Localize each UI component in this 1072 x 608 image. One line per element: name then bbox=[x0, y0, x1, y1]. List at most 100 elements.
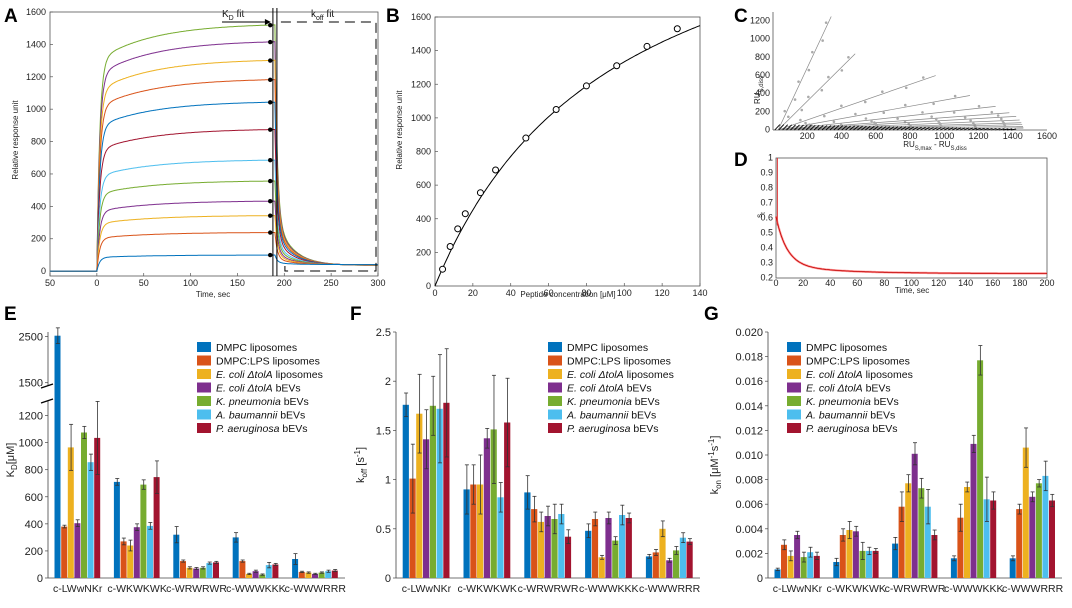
panel-e-bar bbox=[206, 563, 213, 578]
panel-e-bar bbox=[298, 571, 305, 578]
panel-c-scatter: RUS,diss RUS,max - RUS,diss 200 400 600 800… bbox=[750, 12, 1057, 152]
panel-g-ytick-label: 0.008 bbox=[735, 475, 763, 487]
panel-b-data-point bbox=[552, 105, 560, 113]
panel-b-ytick-label: 200 bbox=[416, 247, 431, 257]
panel-e-ytick-label: 400 bbox=[25, 519, 43, 531]
panel-c-data-point bbox=[921, 111, 924, 114]
panel-g-bar bbox=[1009, 558, 1016, 578]
panel-c-ytick-label: 800 bbox=[755, 52, 770, 62]
panel-f-bar bbox=[605, 518, 612, 578]
panel-d-st-line bbox=[775, 216, 1047, 274]
panel-e-legend-label: P. aeruginosa bEVs bbox=[216, 423, 307, 435]
panel-c-data-point bbox=[1003, 124, 1007, 128]
panel-b-ytick-label: 1000 bbox=[411, 113, 431, 123]
panel-g-bar bbox=[781, 544, 787, 578]
panel-g-ytick-label: 0.004 bbox=[735, 524, 763, 536]
panel-letter-e: E bbox=[4, 304, 17, 325]
panel-d-xtick-label: 200 bbox=[1039, 278, 1054, 288]
panel-b-xtick-label: 20 bbox=[468, 288, 478, 298]
panel-e-bar bbox=[94, 437, 101, 578]
panel-e-ytick-label: 1000 bbox=[19, 438, 43, 450]
panel-f-bar bbox=[679, 537, 686, 578]
panel-c-data-point bbox=[1000, 117, 1003, 121]
panel-b-xtick-label: 120 bbox=[655, 288, 670, 298]
panel-f-legend-swatch bbox=[548, 382, 562, 393]
panel-e-bar bbox=[331, 570, 338, 578]
panel-f-ytick-label: 2 bbox=[385, 376, 391, 388]
panel-a-ytick-label: 1000 bbox=[26, 104, 46, 114]
panel-d-ytick-label: 0.2 bbox=[760, 273, 773, 283]
panel-f-legend-swatch bbox=[548, 369, 562, 379]
panel-a-series-line bbox=[50, 254, 378, 272]
panel-e-legend-label: E. coli ΔtolA bEVs bbox=[216, 383, 301, 395]
panel-f-bar bbox=[652, 552, 659, 578]
panel-f-bar bbox=[443, 402, 450, 578]
panel-letter-a: A bbox=[4, 6, 18, 27]
panel-e-axis-break-mark bbox=[40, 383, 54, 389]
panel-a-xtick-label: 50 bbox=[45, 278, 55, 288]
panel-e-bar bbox=[127, 545, 134, 578]
panel-f-legend-label: P. aeruginosa bEVs bbox=[567, 423, 658, 435]
panel-a-xlabel: Time, sec bbox=[196, 290, 230, 299]
panel-g-ytick-label: 0.014 bbox=[735, 401, 763, 413]
panel-c-data-point bbox=[840, 69, 844, 72]
panel-e-axis-break-gap bbox=[40, 386, 54, 401]
panel-g-bar bbox=[931, 535, 938, 578]
panel-d-ytick-label: 0.4 bbox=[760, 243, 773, 253]
panel-e-bar bbox=[252, 571, 259, 578]
panel-f-bar bbox=[585, 530, 592, 578]
panel-e-bar bbox=[67, 447, 74, 578]
panel-e-legend-swatch bbox=[197, 355, 211, 366]
panel-g-bar bbox=[990, 500, 997, 578]
panel-e-category-label: c-WKWKWK bbox=[107, 583, 167, 595]
panel-g-bar bbox=[911, 453, 918, 578]
panel-d-ytick-label: 0.8 bbox=[760, 183, 773, 193]
panel-d-xlabel: Time, sec bbox=[895, 286, 929, 295]
panel-c-data-point bbox=[953, 94, 957, 98]
panel-e-bar bbox=[120, 541, 127, 578]
panel-g-legend-label: A. baumannii bEVs bbox=[805, 410, 895, 422]
panel-g-bar bbox=[957, 517, 964, 578]
panel-a-kd-arrow-head bbox=[264, 19, 271, 25]
panel-c-data-point bbox=[787, 115, 790, 119]
panel-letter-d: D bbox=[734, 150, 748, 171]
panel-e-bar bbox=[140, 484, 147, 578]
panel-e-kd-bars: KD[μM] c-LWwNKr c-WKWKWK c-WRWRWR c-WWWKKK c… bbox=[5, 327, 346, 595]
panel-b-data-point bbox=[522, 134, 530, 142]
panel-g-ytick-label: 0.012 bbox=[735, 425, 763, 437]
panel-b-fit-curve bbox=[434, 25, 701, 287]
panel-a-fit-point bbox=[268, 213, 273, 218]
panel-e-bar bbox=[312, 573, 318, 578]
panel-a-koff-dashed-box bbox=[280, 21, 377, 272]
panel-a-fit-point bbox=[268, 158, 273, 163]
panel-g-ytick-label: 0.018 bbox=[735, 352, 763, 364]
panel-c-fit-line bbox=[778, 119, 1020, 131]
panel-d-ytick-label: 0.6 bbox=[760, 213, 773, 223]
panel-c-xtick-label: 600 bbox=[868, 131, 883, 141]
panel-c-ytick-label: 600 bbox=[755, 70, 770, 80]
panel-e-bar bbox=[246, 573, 252, 578]
panel-letter-g: G bbox=[704, 304, 719, 325]
panel-g-bar bbox=[898, 506, 905, 578]
panel-e-legend-label: DMPC:LPS liposomes bbox=[216, 356, 320, 368]
panel-f-legend-label: K. pneumonia bEVs bbox=[567, 396, 660, 408]
panel-c-data-point bbox=[847, 55, 850, 59]
panel-f-legend-label: E. coli ΔtolA bEVs bbox=[567, 383, 652, 395]
panel-c-data-point bbox=[847, 128, 851, 131]
panel-c-data-point bbox=[824, 21, 828, 24]
panel-f-bar bbox=[490, 429, 497, 578]
panel-c-data-point bbox=[881, 90, 884, 93]
panel-e-legend-label: E. coli ΔtolA liposomes bbox=[216, 369, 323, 381]
panel-b-xtick-label: 40 bbox=[506, 288, 516, 298]
panel-e-legend-swatch bbox=[197, 342, 211, 352]
panel-a-ytick-label: 800 bbox=[31, 137, 46, 147]
panel-f-bar bbox=[666, 560, 673, 578]
panel-c-data-point bbox=[807, 95, 810, 99]
panel-f-bar bbox=[625, 518, 632, 578]
panel-f-bar bbox=[524, 492, 531, 578]
panel-d-ytick-label: 0.3 bbox=[760, 258, 773, 268]
panel-e-category-label: c-LWwNKr bbox=[53, 583, 103, 595]
panel-e-category-label: c-WRWRWR bbox=[166, 583, 227, 595]
panel-c-data-point bbox=[832, 120, 836, 124]
panel-f-bar bbox=[558, 514, 565, 578]
